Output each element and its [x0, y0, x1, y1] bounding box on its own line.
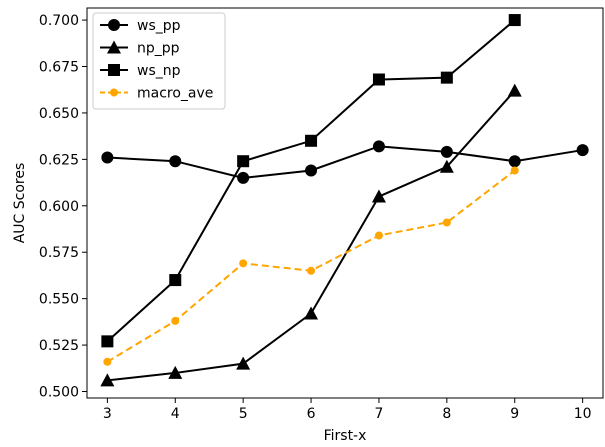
- legend-entry-ws_pp: ws_pp: [100, 18, 181, 34]
- x-tick-label: 9: [510, 406, 519, 422]
- data-point-np_pp: [439, 159, 454, 173]
- legend-marker: [108, 64, 120, 76]
- x-tick-label: 8: [442, 406, 451, 422]
- data-point-ws_np: [508, 14, 521, 27]
- x-tick-label: 7: [374, 406, 383, 422]
- data-point-ws_pp: [101, 151, 114, 164]
- data-point-np_pp: [507, 83, 522, 97]
- data-point-np_pp: [236, 356, 251, 370]
- legend-label: ws_np: [137, 63, 181, 79]
- data-point-ws_np: [305, 134, 318, 147]
- legend: ws_pp np_pp ws_np macro_ave: [92, 12, 226, 110]
- y-tick-label: 0.575: [39, 245, 79, 261]
- data-point-np_pp: [371, 189, 386, 203]
- series-macro_ave: [103, 166, 519, 366]
- data-point-macro_ave: [103, 357, 112, 366]
- data-point-np_pp: [100, 373, 115, 387]
- data-point-ws_pp: [440, 145, 453, 158]
- data-point-ws_pp: [508, 155, 521, 168]
- x-axis: 3 4 5 6 7 8 9 10: [103, 398, 592, 422]
- data-point-ws_np: [372, 73, 385, 86]
- y-tick-label: 0.550: [39, 292, 79, 308]
- x-axis-label: First-x: [324, 428, 367, 444]
- y-tick-label: 0.525: [39, 338, 79, 354]
- data-point-ws_pp: [169, 155, 182, 168]
- y-axis: 0.500 0.525 0.550 0.575 0.600 0.625 0.650 0.675…: [39, 13, 87, 401]
- data-point-macro_ave: [171, 316, 180, 325]
- legend-box: [92, 12, 226, 110]
- data-point-np_pp: [168, 365, 183, 379]
- series-ws_np: [101, 14, 521, 348]
- data-point-ws_pp: [576, 144, 589, 157]
- legend-marker: [110, 88, 118, 97]
- series-ws_pp: [101, 140, 589, 184]
- x-tick-label: 10: [574, 406, 592, 422]
- data-point-macro_ave: [374, 231, 383, 240]
- data-point-ws_np: [237, 155, 250, 168]
- x-tick-label: 5: [239, 406, 248, 422]
- data-point-macro_ave: [442, 218, 451, 227]
- data-point-macro_ave: [307, 266, 316, 275]
- legend-label: macro_ave: [137, 86, 213, 102]
- series-line-ws_pp: [107, 145, 583, 179]
- legend-marker: [108, 19, 120, 31]
- data-point-ws_np: [101, 335, 114, 348]
- legend-entry-ws_np: ws_np: [100, 63, 181, 79]
- y-tick-label: 0.650: [39, 106, 79, 122]
- legend-label: ws_pp: [137, 18, 181, 34]
- y-tick-label: 0.500: [39, 385, 79, 401]
- y-tick-label: 0.600: [39, 199, 79, 215]
- data-point-ws_pp: [237, 171, 250, 184]
- y-tick-label: 0.625: [39, 152, 79, 168]
- legend-entry-macro_ave: macro_ave: [100, 86, 213, 102]
- plot-series: [100, 14, 589, 387]
- y-tick-label: 0.700: [39, 13, 79, 29]
- legend-marker: [107, 40, 121, 54]
- data-point-np_pp: [304, 306, 319, 320]
- y-axis-label: AUC Scores: [12, 163, 28, 244]
- data-point-ws_pp: [372, 140, 385, 153]
- x-tick-label: 6: [307, 406, 316, 422]
- data-point-ws_pp: [305, 164, 318, 177]
- x-tick-label: 4: [171, 406, 180, 422]
- y-tick-label: 0.675: [39, 60, 79, 76]
- legend-entry-np_pp: np_pp: [100, 40, 180, 57]
- data-point-macro_ave: [239, 259, 248, 268]
- legend-label: np_pp: [137, 41, 180, 57]
- data-point-macro_ave: [510, 166, 519, 175]
- series-np_pp: [100, 83, 522, 387]
- x-tick-label: 3: [103, 406, 112, 422]
- data-point-ws_np: [440, 71, 453, 84]
- data-point-ws_np: [169, 274, 182, 287]
- plot-area-frame: [86, 7, 604, 399]
